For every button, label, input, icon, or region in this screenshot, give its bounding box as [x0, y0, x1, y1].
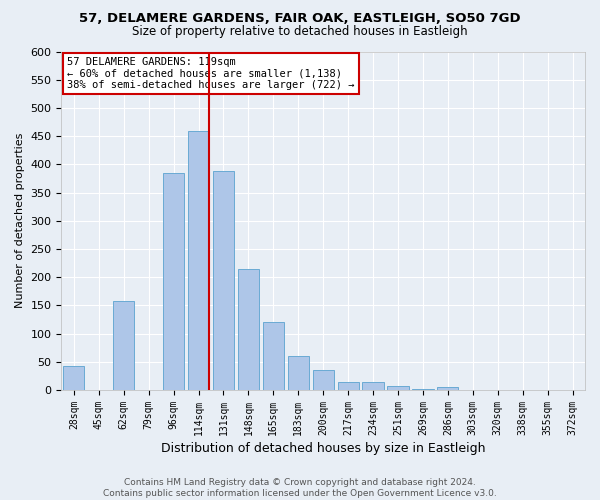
Bar [338, 382, 359, 390]
Text: Size of property relative to detached houses in Eastleigh: Size of property relative to detached ho… [132, 25, 468, 38]
Bar [213, 171, 234, 390]
Bar [238, 269, 259, 390]
Bar [63, 366, 85, 390]
Bar [113, 301, 134, 390]
Text: 57, DELAMERE GARDENS, FAIR OAK, EASTLEIGH, SO50 7GD: 57, DELAMERE GARDENS, FAIR OAK, EASTLEIG… [79, 12, 521, 26]
X-axis label: Distribution of detached houses by size in Eastleigh: Distribution of detached houses by size … [161, 442, 485, 455]
Text: 57 DELAMERE GARDENS: 119sqm
← 60% of detached houses are smaller (1,138)
38% of : 57 DELAMERE GARDENS: 119sqm ← 60% of det… [67, 57, 355, 90]
Y-axis label: Number of detached properties: Number of detached properties [15, 133, 25, 308]
Bar [388, 386, 409, 390]
Bar [263, 322, 284, 390]
Bar [412, 389, 434, 390]
Bar [287, 356, 309, 390]
Bar [437, 388, 458, 390]
Bar [313, 370, 334, 390]
Text: Contains HM Land Registry data © Crown copyright and database right 2024.
Contai: Contains HM Land Registry data © Crown c… [103, 478, 497, 498]
Bar [163, 173, 184, 390]
Bar [362, 382, 383, 390]
Bar [188, 130, 209, 390]
